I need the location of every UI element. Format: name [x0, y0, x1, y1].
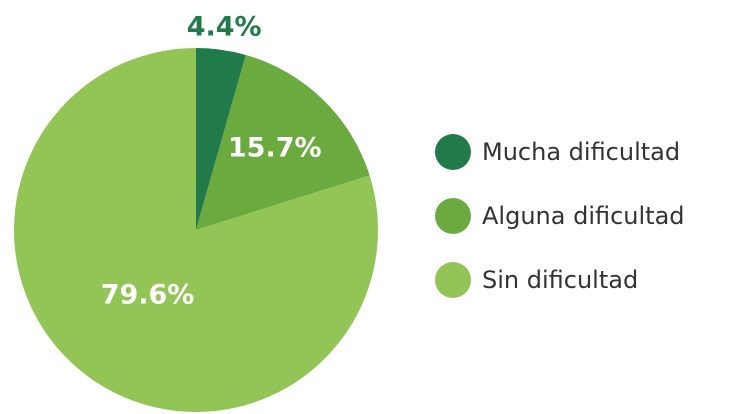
legend-swatch	[435, 198, 471, 234]
legend-label: Mucha dificultad	[482, 138, 680, 166]
value-label: 15.7%	[228, 133, 322, 164]
value-label: 79.6%	[101, 280, 195, 311]
pie-slice	[196, 48, 246, 230]
legend-label: Sin dificultad	[482, 266, 638, 294]
legend-label: Alguna dificultad	[482, 202, 685, 230]
value-label: 4.4%	[187, 12, 262, 43]
legend-swatch	[435, 134, 471, 170]
pie-slice	[14, 48, 379, 412]
legend-swatch	[435, 262, 471, 298]
pie-slice	[196, 54, 370, 231]
